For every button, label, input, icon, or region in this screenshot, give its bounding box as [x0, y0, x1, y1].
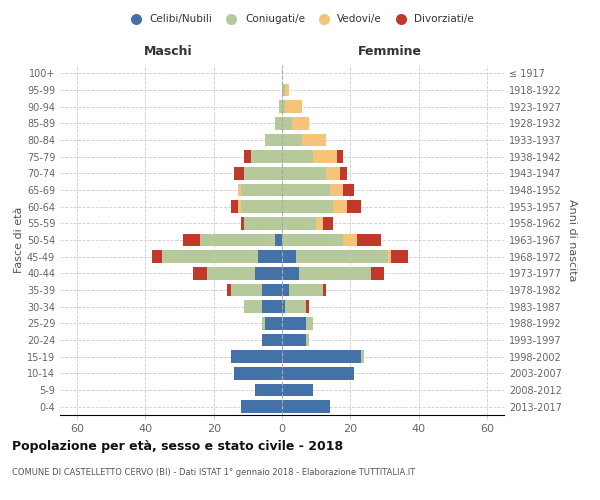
- Bar: [244, 167, 282, 179]
- Bar: [282, 250, 296, 263]
- Text: Maschi: Maschi: [143, 45, 193, 58]
- Bar: [227, 284, 231, 296]
- Y-axis label: Anni di nascita: Anni di nascita: [567, 198, 577, 281]
- Bar: [286, 100, 302, 113]
- Bar: [323, 217, 333, 230]
- Bar: [340, 167, 347, 179]
- Bar: [238, 200, 241, 213]
- Bar: [282, 150, 313, 163]
- Bar: [388, 250, 391, 263]
- Text: Femmine: Femmine: [358, 45, 422, 58]
- Bar: [152, 250, 163, 263]
- Bar: [193, 267, 207, 280]
- Bar: [306, 334, 310, 346]
- Bar: [306, 300, 310, 313]
- Bar: [265, 134, 282, 146]
- Bar: [313, 150, 337, 163]
- Bar: [282, 317, 306, 330]
- Bar: [251, 150, 282, 163]
- Bar: [330, 184, 343, 196]
- Bar: [296, 250, 388, 263]
- Bar: [231, 284, 262, 296]
- Bar: [241, 200, 282, 213]
- Bar: [254, 384, 282, 396]
- Bar: [244, 150, 251, 163]
- Bar: [241, 217, 244, 230]
- Bar: [282, 84, 286, 96]
- Bar: [183, 234, 200, 246]
- Bar: [244, 300, 262, 313]
- Bar: [262, 317, 265, 330]
- Bar: [326, 167, 340, 179]
- Legend: Celibi/Nubili, Coniugati/e, Vedovi/e, Divorziati/e: Celibi/Nubili, Coniugati/e, Vedovi/e, Di…: [122, 10, 478, 29]
- Bar: [200, 234, 275, 246]
- Bar: [282, 350, 361, 363]
- Bar: [292, 117, 310, 130]
- Text: Popolazione per età, sesso e stato civile - 2018: Popolazione per età, sesso e stato civil…: [12, 440, 343, 453]
- Bar: [316, 217, 323, 230]
- Bar: [241, 184, 282, 196]
- Bar: [282, 300, 286, 313]
- Bar: [282, 167, 326, 179]
- Text: COMUNE DI CASTELLETTO CERVO (BI) - Dati ISTAT 1° gennaio 2018 - Elaborazione TUT: COMUNE DI CASTELLETTO CERVO (BI) - Dati …: [12, 468, 415, 477]
- Bar: [258, 250, 282, 263]
- Bar: [241, 400, 282, 413]
- Bar: [323, 284, 326, 296]
- Bar: [244, 217, 282, 230]
- Bar: [275, 117, 282, 130]
- Bar: [333, 200, 347, 213]
- Y-axis label: Fasce di età: Fasce di età: [14, 207, 24, 273]
- Bar: [286, 84, 289, 96]
- Bar: [282, 117, 292, 130]
- Bar: [265, 317, 282, 330]
- Bar: [262, 284, 282, 296]
- Bar: [163, 250, 258, 263]
- Bar: [282, 400, 330, 413]
- Bar: [289, 284, 323, 296]
- Bar: [282, 367, 354, 380]
- Bar: [306, 317, 313, 330]
- Bar: [286, 300, 306, 313]
- Bar: [371, 267, 385, 280]
- Bar: [234, 167, 244, 179]
- Bar: [275, 234, 282, 246]
- Bar: [262, 334, 282, 346]
- Bar: [282, 217, 316, 230]
- Bar: [302, 134, 326, 146]
- Bar: [282, 200, 333, 213]
- Bar: [337, 150, 343, 163]
- Bar: [231, 350, 282, 363]
- Bar: [343, 184, 354, 196]
- Bar: [238, 184, 241, 196]
- Bar: [282, 234, 343, 246]
- Bar: [282, 384, 313, 396]
- Bar: [282, 284, 289, 296]
- Bar: [361, 350, 364, 363]
- Bar: [234, 367, 282, 380]
- Bar: [282, 267, 299, 280]
- Bar: [299, 267, 371, 280]
- Bar: [282, 100, 286, 113]
- Bar: [391, 250, 409, 263]
- Bar: [282, 134, 302, 146]
- Bar: [231, 200, 238, 213]
- Bar: [207, 267, 254, 280]
- Bar: [343, 234, 357, 246]
- Bar: [254, 267, 282, 280]
- Bar: [347, 200, 361, 213]
- Bar: [262, 300, 282, 313]
- Bar: [357, 234, 381, 246]
- Bar: [282, 334, 306, 346]
- Bar: [282, 184, 330, 196]
- Bar: [278, 100, 282, 113]
